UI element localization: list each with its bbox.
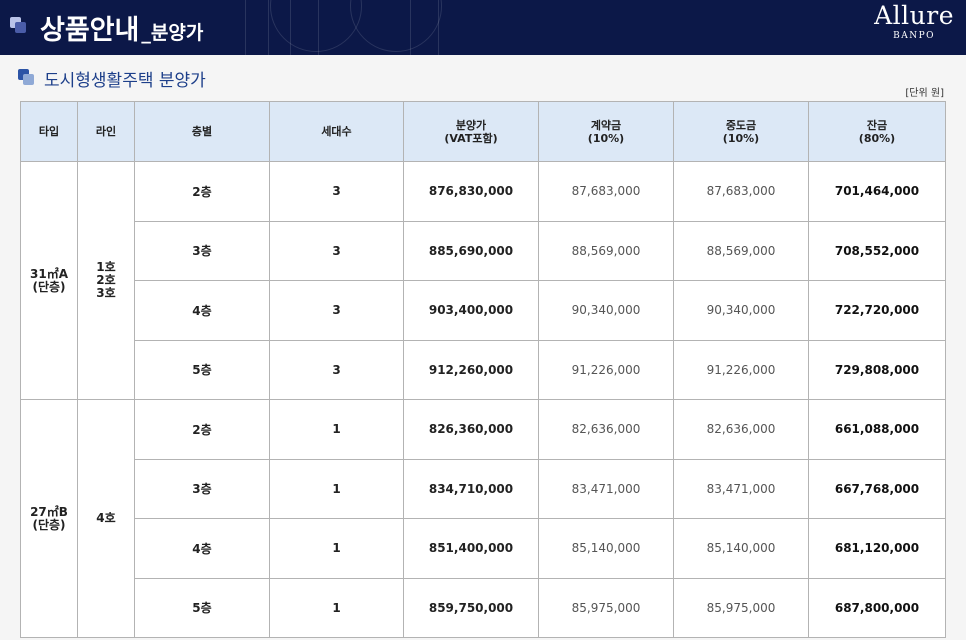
cell-balance: 667,768,000 — [808, 458, 946, 519]
table-header-row: 타입 라인 층별 세대수 분양가 (VAT포함) 계약금 (10%) 중도금 (10%… — [20, 101, 946, 162]
header-decoration-line — [268, 0, 269, 55]
cell-contract: 83,471,000 — [538, 458, 674, 519]
header-price: 분양가 (VAT포함) — [403, 101, 539, 162]
header-units: 세대수 — [269, 101, 404, 162]
table-row: 4층 1 851,400,000 85,140,000 85,140,000 681,12… — [21, 518, 946, 579]
cell-middle: 85,140,000 — [673, 518, 809, 579]
cell-middle: 82,636,000 — [673, 399, 809, 460]
cell-contract: 91,226,000 — [538, 339, 674, 400]
page-title-sub: _분양가 — [141, 22, 204, 44]
table-row: 3층 3 885,690,000 88,569,000 88,569,000 708,55… — [21, 220, 946, 281]
header-balance: 잔금 (80%) — [808, 101, 946, 162]
cell-balance: 722,720,000 — [808, 280, 946, 341]
table-row: 5층 3 912,260,000 91,226,000 91,226,000 729,80… — [21, 339, 946, 400]
cell-balance: 708,552,000 — [808, 220, 946, 281]
cell-floor: 2층 — [134, 399, 270, 460]
unit-label: [단위 원] — [905, 88, 944, 99]
cell-type: 31㎡A (단층) — [20, 161, 78, 400]
cell-price: 885,690,000 — [403, 220, 539, 281]
cell-floor: 4층 — [134, 518, 270, 579]
header-type: 타입 — [20, 101, 78, 162]
page-header: 상품안내 _분양가 Allure BANPO — [0, 0, 966, 55]
table-row: 27㎡B (단층) 4호 2층 1 826,360,000 82,636,000 82,636… — [20, 399, 946, 638]
cell-type: 27㎡B (단층) — [20, 399, 78, 638]
cell-balance: 687,800,000 — [808, 577, 946, 638]
cell-middle: 85,975,000 — [673, 577, 809, 638]
cell-middle: 88,569,000 — [673, 220, 809, 281]
cell-balance: 681,120,000 — [808, 518, 946, 579]
header-bullet-icon — [10, 17, 26, 33]
cell-price: 851,400,000 — [403, 518, 539, 579]
cell-middle: 91,226,000 — [673, 339, 809, 400]
cell-floor: 4층 — [134, 280, 270, 341]
cell-contract: 82,636,000 — [538, 399, 674, 460]
cell-contract: 87,683,000 — [538, 161, 674, 222]
table-row: 3층 1 834,710,000 83,471,000 83,471,000 667,76… — [21, 458, 946, 519]
cell-contract: 85,975,000 — [538, 577, 674, 638]
cell-price: 876,830,000 — [403, 161, 539, 222]
cell-floor: 3층 — [134, 458, 270, 519]
cell-contract: 90,340,000 — [538, 280, 674, 341]
cell-price: 826,360,000 — [403, 399, 539, 460]
cell-balance: 661,088,000 — [808, 399, 946, 460]
cell-floor: 2층 — [134, 161, 270, 222]
cell-units: 1 — [269, 458, 404, 519]
cell-units: 1 — [269, 577, 404, 638]
section-bullet-icon — [18, 69, 34, 85]
cell-floor: 5층 — [134, 577, 270, 638]
cell-price: 859,750,000 — [403, 577, 539, 638]
page-title: 상품안내 _분양가 — [40, 8, 203, 47]
header-floor: 층별 — [134, 101, 270, 162]
cell-balance: 701,464,000 — [808, 161, 946, 222]
header-middle: 중도금 (10%) — [673, 101, 809, 162]
section-title: 도시형생활주택 분양가 — [44, 71, 206, 91]
brand-logo-sub: BANPO — [893, 31, 936, 41]
cell-balance: 729,808,000 — [808, 339, 946, 400]
cell-middle: 90,340,000 — [673, 280, 809, 341]
page-title-main: 상품안내 — [40, 15, 140, 46]
header-decoration-circle — [350, 0, 442, 52]
header-decoration-line — [438, 0, 439, 55]
cell-contract: 85,140,000 — [538, 518, 674, 579]
cell-units: 3 — [269, 280, 404, 341]
cell-units: 1 — [269, 518, 404, 579]
header-decoration-circle — [270, 0, 362, 52]
table-row: 4층 3 903,400,000 90,340,000 90,340,000 722,72… — [21, 280, 946, 341]
cell-price: 912,260,000 — [403, 339, 539, 400]
cell-price: 834,710,000 — [403, 458, 539, 519]
table-row: 31㎡A (단층) 1호 2호 3호 2층 3 876,830,000 87,683,000 87… — [20, 161, 946, 400]
brand-logo: Allure BANPO — [874, 2, 954, 42]
header-decoration-line — [245, 0, 246, 55]
cell-middle: 83,471,000 — [673, 458, 809, 519]
cell-units: 3 — [269, 220, 404, 281]
cell-price: 903,400,000 — [403, 280, 539, 341]
header-line: 라인 — [77, 101, 135, 162]
price-table: 타입 라인 층별 세대수 분양가 (VAT포함) 계약금 (10%) 중도금 (10%… — [20, 101, 946, 638]
cell-floor: 5층 — [134, 339, 270, 400]
brand-logo-main: Allure — [874, 1, 954, 30]
cell-units: 3 — [269, 339, 404, 400]
cell-line: 4호 — [77, 399, 135, 638]
table-row: 5층 1 859,750,000 85,975,000 85,975,000 687,80… — [21, 577, 946, 638]
cell-floor: 3층 — [134, 220, 270, 281]
cell-line: 1호 2호 3호 — [77, 161, 135, 400]
cell-units: 1 — [269, 399, 404, 460]
cell-units: 3 — [269, 161, 404, 222]
header-contract: 계약금 (10%) — [538, 101, 674, 162]
cell-contract: 88,569,000 — [538, 220, 674, 281]
cell-middle: 87,683,000 — [673, 161, 809, 222]
